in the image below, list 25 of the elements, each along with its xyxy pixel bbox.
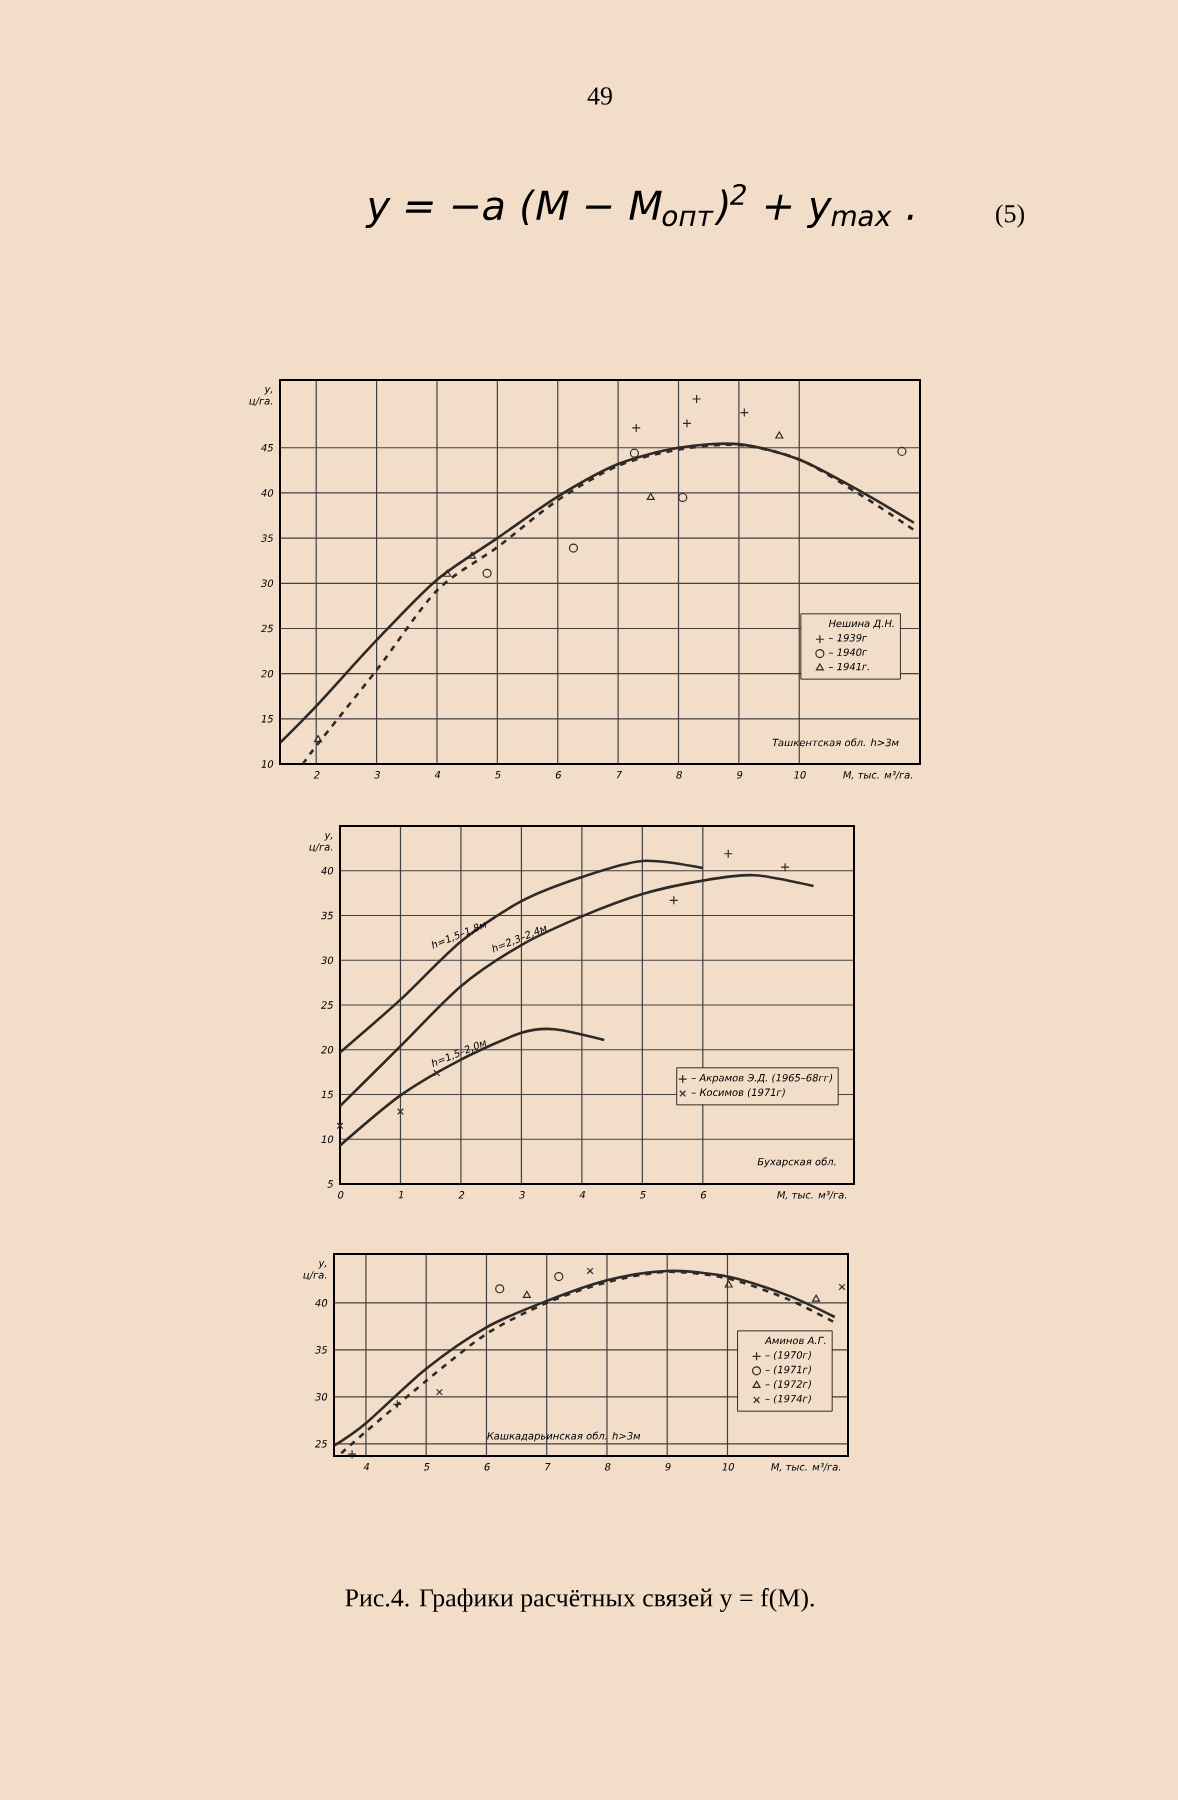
point — [775, 431, 784, 439]
point — [682, 418, 692, 428]
point — [336, 1122, 344, 1130]
point — [646, 492, 655, 501]
text: Рис.4. Графики расчётных связей y = f(M). — [345, 1588, 814, 1612]
text: (5) — [996, 204, 1024, 228]
point — [554, 1271, 564, 1282]
point — [812, 1294, 821, 1302]
point — [678, 492, 688, 503]
point — [724, 1280, 733, 1288]
point — [467, 551, 477, 559]
line-series — [340, 1027, 606, 1147]
point — [629, 448, 640, 458]
point — [522, 1290, 531, 1298]
point — [568, 543, 579, 553]
point — [780, 862, 790, 872]
point — [897, 446, 907, 456]
point — [313, 735, 323, 743]
text: y = −a (M − M$_{опт}$)$^{2}$ + y$_{max}$ . — [365, 183, 913, 228]
point — [495, 1284, 505, 1294]
point — [347, 1449, 357, 1459]
point — [436, 1388, 443, 1396]
point — [443, 569, 452, 577]
point — [482, 568, 492, 578]
text: 49 — [587, 87, 612, 105]
